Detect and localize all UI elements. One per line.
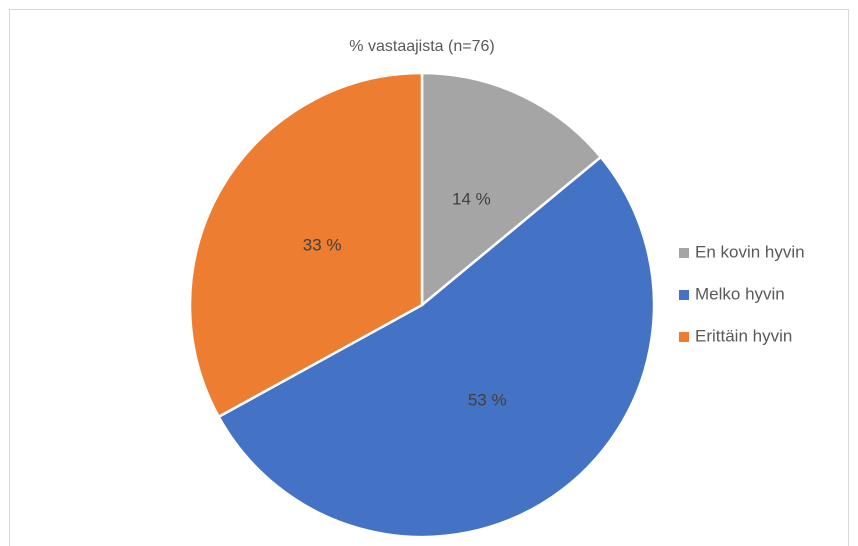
pie-slice xyxy=(188,71,424,419)
legend-swatch xyxy=(679,332,689,342)
legend-label: En kovin hyvin xyxy=(695,242,805,261)
chart-title: % vastaajista (n=76) xyxy=(349,38,494,55)
data-label: 14 % xyxy=(452,190,491,209)
legend-label: Melko hyvin xyxy=(695,284,785,303)
pie-slice xyxy=(216,155,656,539)
legend-swatch xyxy=(679,248,689,258)
pie-slice xyxy=(420,71,603,308)
legend-label: Erittäin hyvin xyxy=(695,326,792,345)
data-label: 33 % xyxy=(303,235,342,254)
legend-swatch xyxy=(679,290,689,300)
data-label: 53 % xyxy=(468,390,507,409)
